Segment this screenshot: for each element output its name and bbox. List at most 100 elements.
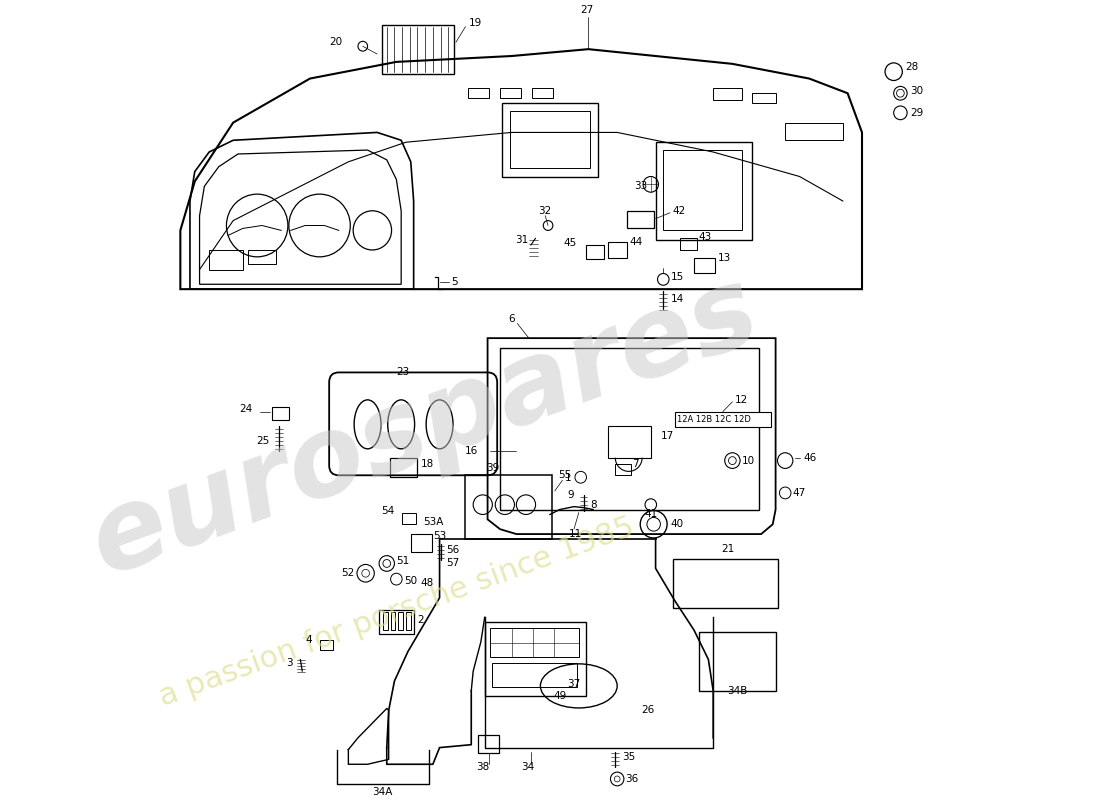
Text: 2: 2 [418, 615, 425, 626]
Text: 45: 45 [563, 238, 576, 248]
Text: 42: 42 [673, 206, 686, 216]
Text: 4: 4 [306, 635, 312, 645]
Text: 37: 37 [568, 679, 581, 689]
Bar [382, 25, 454, 74]
Bar [465, 475, 552, 539]
Bar [500, 348, 759, 510]
Text: 56: 56 [447, 545, 460, 554]
Bar [272, 406, 289, 421]
Bar [469, 88, 490, 98]
Bar [485, 622, 585, 696]
Text: 34A: 34A [372, 787, 393, 797]
Text: 54: 54 [382, 506, 395, 515]
Text: 34B: 34B [727, 686, 747, 696]
Bar [531, 88, 553, 98]
Bar [209, 250, 243, 270]
Bar [680, 238, 697, 250]
Text: 5: 5 [451, 278, 458, 287]
Text: 3: 3 [286, 658, 293, 668]
Text: 41: 41 [645, 510, 658, 519]
Text: 46: 46 [803, 453, 816, 462]
Bar [663, 150, 742, 230]
Text: 14: 14 [671, 294, 684, 304]
Text: eurospares: eurospares [77, 256, 773, 597]
Text: 7: 7 [632, 458, 639, 469]
Text: 44: 44 [629, 237, 642, 247]
Text: 23: 23 [396, 367, 409, 378]
Text: 39: 39 [486, 463, 499, 474]
Text: 50: 50 [404, 576, 417, 586]
Text: 52: 52 [341, 568, 354, 578]
Text: 11: 11 [569, 529, 582, 539]
Bar [713, 88, 743, 100]
Text: 38: 38 [476, 762, 490, 772]
Bar [615, 463, 630, 475]
Bar [383, 613, 387, 630]
Text: 29: 29 [910, 108, 923, 118]
Bar [491, 628, 579, 658]
Text: a passion for porsche since 1985: a passion for porsche since 1985 [155, 513, 638, 712]
Text: 51: 51 [396, 557, 409, 566]
Text: 12A 12B 12C 12D: 12A 12B 12C 12D [676, 415, 750, 424]
Bar [607, 426, 651, 458]
Text: 26: 26 [641, 706, 654, 715]
Text: 9: 9 [568, 490, 574, 500]
Text: 53A: 53A [424, 518, 443, 527]
Text: 49: 49 [553, 690, 566, 701]
Text: 27: 27 [580, 5, 593, 15]
Text: 31: 31 [516, 235, 529, 245]
Text: 57: 57 [447, 558, 460, 569]
Bar [673, 558, 779, 607]
Text: 18: 18 [420, 458, 433, 469]
Text: 48: 48 [420, 578, 433, 588]
Bar [320, 640, 333, 650]
Text: 28: 28 [905, 62, 918, 72]
Bar [403, 513, 416, 524]
Bar [500, 88, 521, 98]
Text: 15: 15 [671, 273, 684, 282]
Text: 21: 21 [720, 544, 734, 554]
Bar [586, 245, 604, 258]
Bar [502, 103, 598, 177]
Text: 32: 32 [539, 206, 552, 216]
Text: 47: 47 [793, 488, 806, 498]
Text: 13: 13 [718, 253, 732, 263]
Text: 34: 34 [521, 762, 535, 772]
Text: 19: 19 [469, 18, 482, 28]
Text: 24: 24 [239, 404, 252, 414]
Text: 43: 43 [698, 232, 712, 242]
Text: 36: 36 [625, 774, 638, 784]
Text: 30: 30 [910, 86, 923, 96]
Bar [627, 210, 653, 229]
Bar [389, 458, 417, 478]
Bar [674, 412, 771, 427]
Bar [478, 735, 499, 753]
Bar [751, 94, 776, 103]
Text: 12: 12 [735, 395, 748, 405]
Text: 35: 35 [621, 753, 635, 762]
Text: 1: 1 [564, 474, 571, 483]
Bar [509, 111, 591, 168]
Text: 16: 16 [464, 446, 478, 456]
Text: 6: 6 [508, 314, 515, 323]
Text: 33: 33 [635, 182, 648, 191]
Text: 8: 8 [591, 500, 597, 510]
Bar [694, 258, 715, 274]
Bar [390, 613, 395, 630]
Text: 40: 40 [670, 519, 683, 530]
Bar [406, 613, 410, 630]
Text: 55: 55 [558, 470, 571, 480]
Text: 20: 20 [329, 38, 342, 47]
Text: 10: 10 [742, 455, 755, 466]
Text: 53: 53 [433, 531, 447, 541]
Bar [785, 122, 843, 140]
Bar [607, 242, 627, 258]
Text: 25: 25 [256, 436, 270, 446]
Bar [410, 534, 432, 552]
Bar [398, 613, 403, 630]
Bar [248, 250, 276, 264]
Bar [656, 142, 751, 240]
Bar [493, 663, 576, 687]
Bar [698, 632, 776, 691]
Text: 17: 17 [660, 431, 673, 441]
